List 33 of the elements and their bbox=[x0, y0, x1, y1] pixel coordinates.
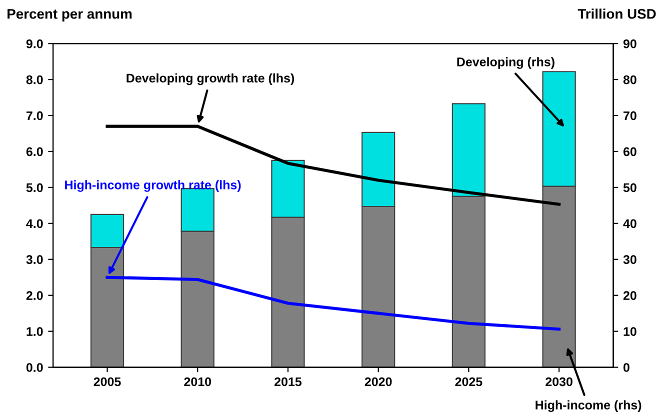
text: High-income (rhs) bbox=[536, 400, 642, 412]
y2-tick-label: 40 bbox=[623, 219, 636, 228]
x-tick-label: 2025 bbox=[455, 377, 482, 386]
y2-tick-label: 60 bbox=[623, 147, 636, 156]
x-tick-label: 2030 bbox=[546, 377, 572, 386]
y-tick-label: 2.0 bbox=[26, 291, 43, 300]
x-tick-label: 2005 bbox=[94, 377, 121, 386]
y2-tick-label: 90 bbox=[623, 39, 636, 48]
y2-tick-label: 10 bbox=[624, 327, 636, 336]
y-tick-label: 5.0 bbox=[26, 183, 43, 192]
y2-tick-label: 80 bbox=[623, 75, 636, 84]
y-tick-label: 8.0 bbox=[26, 75, 43, 84]
annotation: High-income growth rate (lhs) bbox=[65, 180, 241, 192]
y2-tick-label: 50 bbox=[623, 183, 636, 192]
y-tick-label: 0.0 bbox=[26, 363, 43, 372]
y2-tick-label: 0 bbox=[623, 363, 630, 372]
annotation: Developing growth rate (lhs) bbox=[126, 73, 294, 86]
y2-tick-label: 20 bbox=[623, 291, 636, 300]
x-tick-label: 2020 bbox=[364, 377, 392, 386]
y-tick-label: 1.0 bbox=[26, 327, 43, 336]
x-tick-label: 2010 bbox=[184, 377, 212, 386]
y-tick-label: 3.0 bbox=[26, 255, 43, 264]
y-tick-label: 4.0 bbox=[26, 219, 43, 228]
y2-tick-label: 30 bbox=[623, 255, 636, 264]
line-series bbox=[106, 276, 561, 331]
y-axis-title: Percent per annum bbox=[8, 9, 132, 22]
annotation: Developing (rhs) bbox=[457, 57, 554, 69]
y-tick-label: 6.0 bbox=[26, 147, 43, 156]
x-tick-label: 2015 bbox=[274, 377, 302, 386]
y-tick-label: 7.0 bbox=[26, 111, 43, 120]
y2-tick-label: 70 bbox=[624, 111, 636, 120]
y2-axis-title: Trillion USD bbox=[578, 8, 656, 19]
y-tick-label: 9.0 bbox=[26, 39, 43, 48]
